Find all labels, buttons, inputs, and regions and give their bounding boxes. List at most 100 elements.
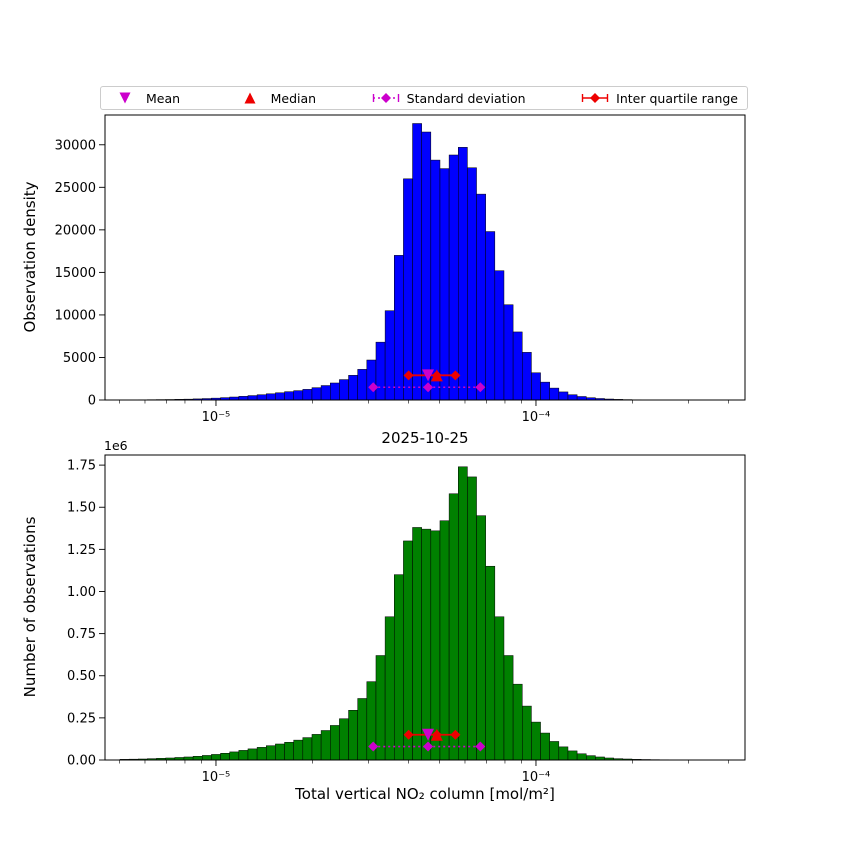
x-tick-label: 10⁻⁵ bbox=[202, 770, 231, 785]
plot-border bbox=[104, 454, 746, 761]
histogram-bar bbox=[302, 737, 313, 761]
y-tick-label: 15000 bbox=[55, 266, 96, 281]
histogram-bar bbox=[531, 372, 541, 401]
histogram-bar bbox=[275, 743, 285, 761]
histogram-bar bbox=[394, 255, 404, 401]
std-center-diamond-icon bbox=[423, 741, 434, 752]
std-deviation-marker bbox=[368, 382, 486, 393]
histogram-bar bbox=[549, 387, 560, 401]
q3-diamond-icon bbox=[450, 370, 461, 381]
q1-diamond-icon bbox=[403, 370, 414, 381]
y-tick-label: 1.25 bbox=[67, 543, 96, 558]
triangle-down-icon bbox=[119, 92, 131, 104]
histogram-bar bbox=[503, 304, 514, 401]
histogram-bar bbox=[302, 389, 313, 401]
histogram-bar bbox=[522, 352, 532, 401]
legend-label: Inter quartile range bbox=[616, 90, 738, 106]
histogram-bar bbox=[421, 131, 432, 401]
histogram-bar bbox=[558, 391, 569, 401]
y-tick-label: 0 bbox=[88, 394, 96, 409]
histogram-bar bbox=[503, 655, 514, 761]
y-tick-label: 1.75 bbox=[67, 459, 96, 474]
legend-item-mean: Mean bbox=[110, 90, 180, 106]
iqr-marker bbox=[403, 729, 461, 740]
histogram-bar bbox=[348, 710, 358, 761]
std-center-diamond-icon bbox=[423, 382, 434, 393]
y-axis: 0.00 0.25 0.50 0.75 1.00 1.25 1.50 1.75 bbox=[67, 459, 105, 769]
histogram-bar bbox=[448, 154, 459, 401]
legend-label: Median bbox=[270, 90, 317, 106]
histogram-bar bbox=[512, 683, 523, 761]
histogram-bar bbox=[256, 747, 267, 761]
histogram-bar bbox=[339, 379, 349, 401]
histogram-bar bbox=[448, 493, 459, 761]
y-tick-label: 5000 bbox=[63, 351, 96, 366]
histogram-bar bbox=[430, 530, 441, 761]
histogram-bar bbox=[549, 741, 560, 761]
y-axis-label-top: Observation density bbox=[21, 181, 39, 333]
x-tick-label: 10⁻⁴ bbox=[522, 410, 551, 425]
histogram-bar bbox=[439, 520, 450, 761]
histogram-bar bbox=[531, 721, 541, 761]
mean-marker bbox=[422, 369, 435, 382]
legend-item-inter-quartile-range: Inter quartile range bbox=[580, 90, 738, 106]
y-tick-label: 0.00 bbox=[67, 754, 96, 769]
y-tick-label: 0.50 bbox=[67, 669, 96, 684]
histogram-bar bbox=[366, 359, 377, 401]
legend-label: Standard deviation bbox=[406, 90, 526, 106]
y-axis-label-bottom: Number of observations bbox=[21, 516, 39, 698]
diamond-icon bbox=[590, 93, 601, 103]
histogram-bar bbox=[284, 742, 294, 761]
histogram-bar bbox=[540, 732, 550, 761]
histogram-bar bbox=[357, 369, 368, 401]
histogram-bar bbox=[293, 739, 304, 761]
diamond-icon bbox=[380, 93, 391, 103]
y-tick-label: 25000 bbox=[55, 181, 96, 196]
iqr-marker bbox=[403, 370, 461, 381]
diamond-icon bbox=[581, 93, 609, 103]
histogram-bar bbox=[412, 527, 422, 761]
histogram-bar bbox=[567, 394, 578, 401]
number-of-observations-histogram: 10⁻⁵ 10⁻⁴ 0.00 0.25 0.50 0.75 1.00 1.25 1.50 1.75 bbox=[67, 454, 746, 785]
y-tick-label: 20000 bbox=[55, 223, 96, 238]
triangle-up-icon bbox=[244, 92, 256, 104]
x-axis-label: Total vertical NO₂ column [mol/m²] bbox=[295, 785, 555, 803]
histogram-bar bbox=[320, 385, 331, 401]
y-tick-label: 30000 bbox=[55, 138, 96, 153]
histogram-bar bbox=[320, 730, 331, 761]
histogram-bar bbox=[357, 698, 368, 761]
median-marker bbox=[430, 369, 443, 382]
y-tick-label: 0.75 bbox=[67, 627, 96, 642]
std-low-diamond-icon bbox=[368, 382, 379, 393]
histogram-bar bbox=[558, 746, 569, 761]
y-axis-offset-text: 1e6 bbox=[104, 438, 128, 453]
observation-density-histogram: 10⁻⁵ 10⁻⁴ 0 5000 10000 15000 20000 25000 30000 bbox=[55, 114, 746, 425]
histogram-bar bbox=[384, 616, 395, 761]
histogram-bar bbox=[467, 476, 477, 761]
histogram-bar bbox=[266, 393, 276, 401]
x-tick-label: 10⁻⁵ bbox=[202, 410, 231, 425]
median-marker bbox=[430, 728, 443, 741]
histogram-bar bbox=[256, 394, 267, 401]
statistics-markers bbox=[368, 369, 486, 393]
x-tick-label: 10⁻⁴ bbox=[522, 770, 551, 785]
histogram-bar bbox=[284, 391, 294, 401]
std-high-diamond-icon bbox=[475, 741, 486, 752]
statistics-markers bbox=[368, 728, 486, 752]
histogram-bar bbox=[412, 123, 422, 401]
histogram-bar bbox=[275, 392, 285, 401]
legend-label: Mean bbox=[146, 90, 181, 106]
y-tick-label: 1.50 bbox=[67, 501, 96, 516]
y-tick-label: 10000 bbox=[55, 308, 96, 323]
histogram-bar bbox=[476, 193, 486, 401]
mean-marker bbox=[422, 728, 435, 741]
std-deviation-marker bbox=[368, 741, 486, 752]
histogram-bar bbox=[512, 331, 523, 401]
histogram-bar bbox=[403, 540, 413, 761]
histogram-bar bbox=[458, 147, 468, 401]
histogram-bar bbox=[394, 574, 404, 761]
histogram-bar bbox=[494, 616, 505, 761]
plot-border bbox=[104, 114, 746, 401]
